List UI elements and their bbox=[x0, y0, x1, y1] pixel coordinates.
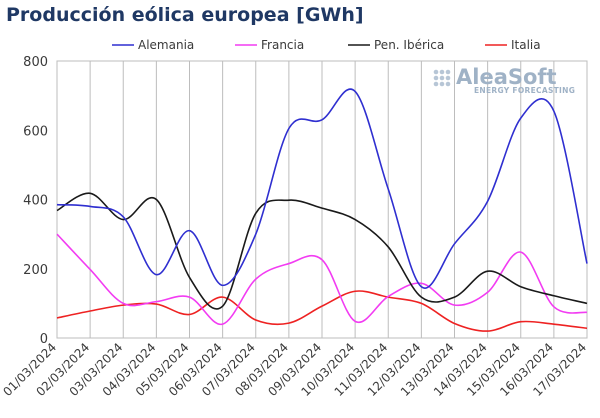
logo-dots-icon bbox=[433, 69, 451, 87]
y-tick-label: 800 bbox=[23, 55, 48, 70]
axes: 020040060080001/03/202402/03/202403/03/2… bbox=[0, 55, 589, 399]
y-tick-label: 0 bbox=[40, 332, 48, 347]
legend-label: Francia bbox=[261, 38, 304, 52]
y-tick-label: 200 bbox=[23, 263, 48, 278]
series-lines bbox=[56, 88, 588, 332]
legend-item-pen-ib-rica: Pen. Ibérica bbox=[348, 38, 444, 52]
logo-text: AleaSoft bbox=[456, 65, 557, 89]
logo-tagline: ENERGY FORECASTING bbox=[474, 86, 575, 95]
legend-label: Italia bbox=[511, 38, 541, 52]
y-tick-label: 600 bbox=[23, 124, 48, 139]
legend: Alemania Francia Pen. Ibérica Italia bbox=[112, 38, 541, 52]
chart-title: Producción eólica europea [GWh] bbox=[6, 4, 364, 26]
legend-label: Alemania bbox=[138, 38, 194, 52]
y-tick-label: 400 bbox=[23, 194, 48, 209]
legend-label: Pen. Ibérica bbox=[374, 38, 444, 52]
legend-item-francia: Francia bbox=[235, 38, 304, 52]
series-line-alemania bbox=[56, 88, 588, 289]
series-line-pen-ib-rica bbox=[56, 192, 588, 310]
legend-item-alemania: Alemania bbox=[112, 38, 194, 52]
legend-item-italia: Italia bbox=[485, 38, 541, 52]
grid bbox=[56, 60, 588, 339]
aleasoft-logo: AleaSoft ENERGY FORECASTING bbox=[433, 65, 575, 95]
